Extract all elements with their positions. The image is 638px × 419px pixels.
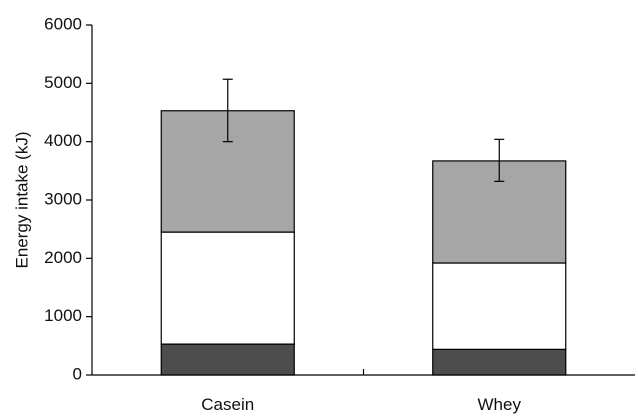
category-label: Casein <box>201 395 254 414</box>
y-tick-label: 1000 <box>44 306 82 325</box>
y-axis-title: Energy intake (kJ) <box>12 132 31 269</box>
y-tick-label: 6000 <box>44 14 82 33</box>
y-tick-label: 5000 <box>44 73 82 92</box>
y-tick-label: 3000 <box>44 189 82 208</box>
bar-segment <box>432 262 567 350</box>
category-labels: Casein Whey <box>201 395 521 414</box>
stacked-bars <box>160 110 567 376</box>
category-label: Whey <box>478 395 522 414</box>
y-tick-label: 4000 <box>44 131 82 150</box>
bar-segment <box>432 348 567 376</box>
y-ticks: 0 1000 2000 3000 4000 5000 6000 <box>44 14 92 383</box>
error-bars <box>222 78 505 182</box>
y-axis: 0 1000 2000 3000 4000 5000 6000 Energy intake … <box>12 14 93 383</box>
bar-segment <box>160 343 295 376</box>
y-tick-label: 0 <box>73 364 82 383</box>
y-tick-label: 2000 <box>44 248 82 267</box>
bar-segment <box>160 231 295 345</box>
